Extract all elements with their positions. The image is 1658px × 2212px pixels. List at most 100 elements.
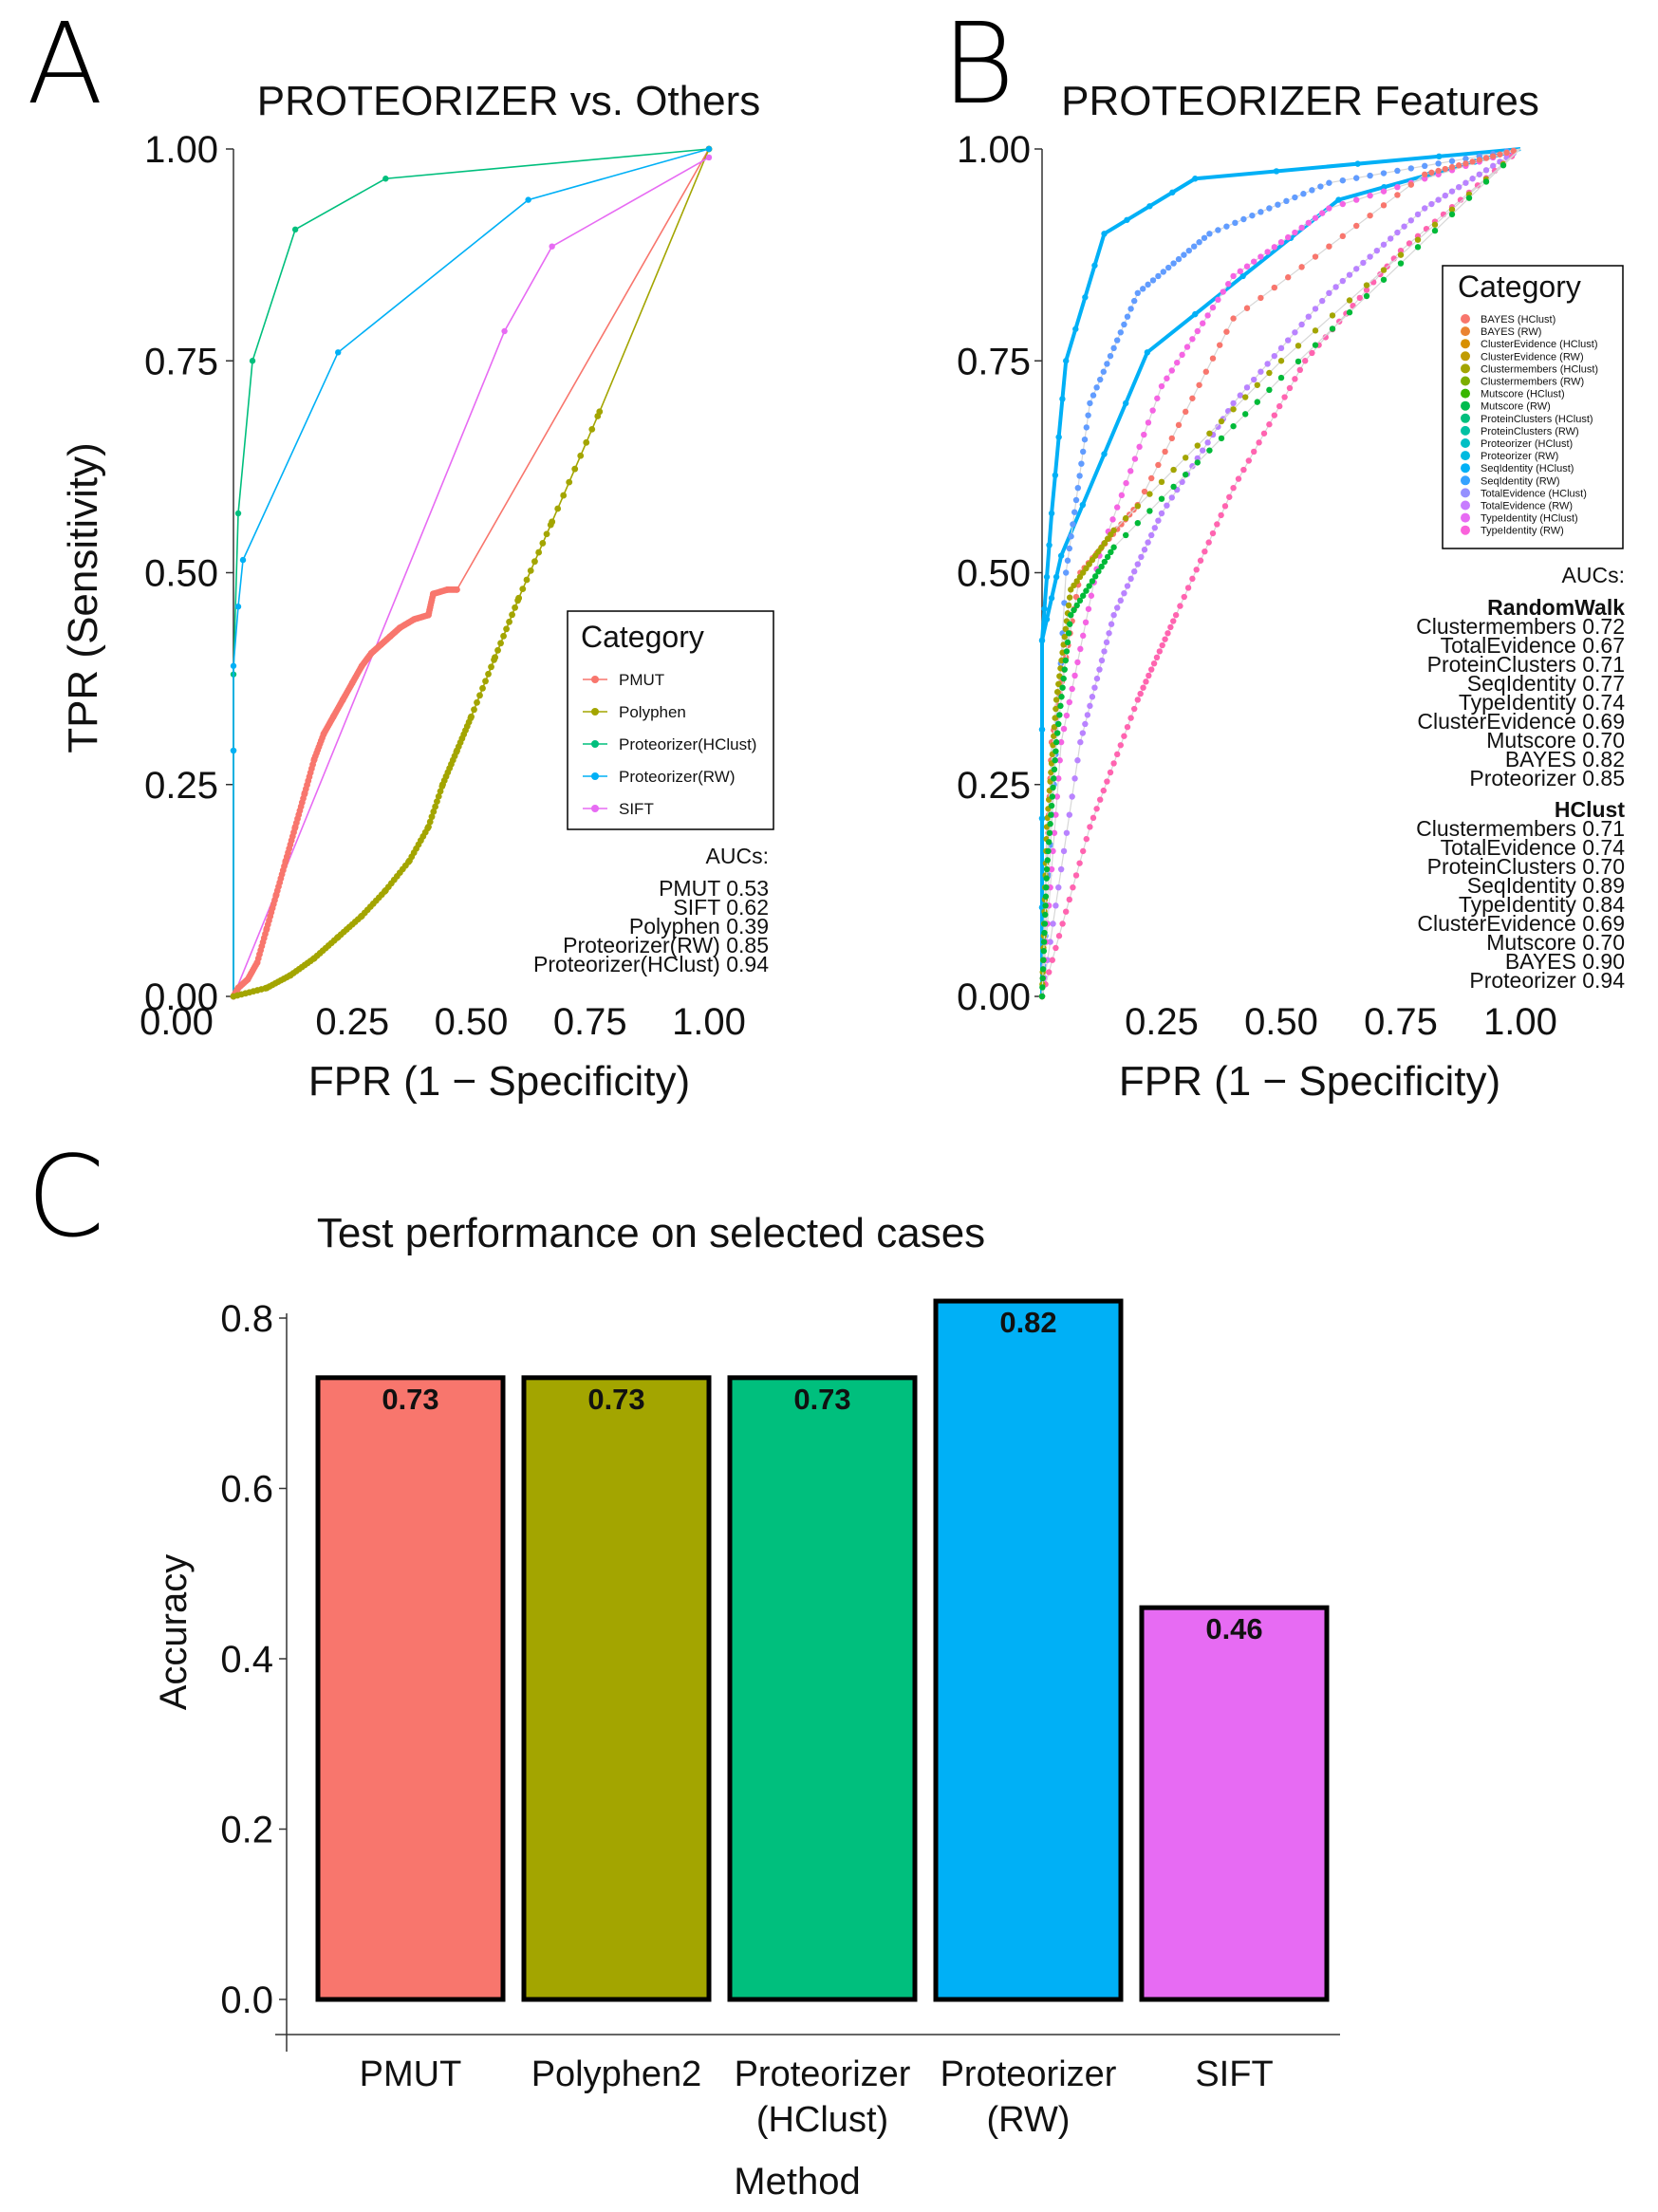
series-point bbox=[1273, 168, 1280, 175]
panel-c: C Test performance on selected cases Acc… bbox=[27, 1131, 1340, 2203]
series-point bbox=[1332, 284, 1339, 290]
series-point bbox=[1490, 162, 1497, 170]
series-point bbox=[1230, 315, 1237, 322]
series-point bbox=[1098, 544, 1105, 550]
series-point bbox=[1071, 775, 1078, 782]
panel-b-legend-items: BAYES (HClust)BAYES (RW)ClusterEvidence … bbox=[1461, 314, 1598, 537]
series-point bbox=[1202, 368, 1210, 375]
series-point bbox=[509, 611, 515, 619]
series-point bbox=[1149, 407, 1156, 414]
auc-line: Proteorizer(RW) 0.85 bbox=[563, 933, 769, 957]
series-point bbox=[1097, 796, 1104, 803]
series-point bbox=[1055, 720, 1062, 728]
series-point bbox=[1050, 920, 1056, 927]
legend-label: SeqIdentity (HClust) bbox=[1481, 463, 1574, 474]
series-point bbox=[1448, 188, 1456, 195]
series-point bbox=[476, 692, 483, 699]
series-point bbox=[1407, 165, 1415, 172]
series-point bbox=[1070, 521, 1076, 528]
y-tick-label: 1.00 bbox=[144, 129, 218, 171]
panel-b-x-ticks: 0.25 0.50 0.75 1.00 bbox=[1125, 1001, 1557, 1043]
y-tick-label: 0.50 bbox=[144, 553, 218, 595]
series-point bbox=[1168, 367, 1176, 374]
bar-value-label: 0.46 bbox=[1205, 1612, 1262, 1645]
series-point bbox=[1134, 697, 1142, 703]
series-point bbox=[1232, 219, 1239, 227]
series-point bbox=[1136, 443, 1143, 451]
series-point bbox=[1183, 471, 1189, 478]
series-point bbox=[1326, 289, 1332, 297]
series-point bbox=[1050, 784, 1056, 791]
series-point bbox=[1497, 151, 1503, 158]
series-point bbox=[549, 243, 555, 250]
series-point bbox=[1145, 281, 1151, 288]
series-point bbox=[1053, 705, 1059, 713]
series-point bbox=[1127, 468, 1134, 474]
series-point bbox=[1193, 567, 1200, 573]
series-point bbox=[1101, 540, 1108, 547]
series-point bbox=[1091, 684, 1098, 691]
series-point bbox=[1048, 510, 1055, 517]
auc-line: SeqIdentity 0.77 bbox=[1467, 671, 1625, 696]
series-point bbox=[1085, 605, 1092, 612]
panel-b-letter: B bbox=[941, 0, 1015, 129]
panel-a: A PROTEORIZER vs. Others TPR (Sensitivit… bbox=[27, 0, 774, 1105]
panel-b-legend-title: Category bbox=[1458, 270, 1581, 304]
series-point bbox=[1104, 361, 1110, 367]
series-point bbox=[527, 567, 534, 574]
series-point bbox=[1302, 358, 1309, 364]
series-point bbox=[1380, 202, 1388, 209]
series-point bbox=[1271, 412, 1278, 418]
y-tick-label: 0.00 bbox=[144, 976, 218, 1018]
series-line-sift bbox=[233, 157, 710, 997]
y-tick-label: 0.00 bbox=[957, 976, 1031, 1018]
series-point bbox=[1189, 336, 1196, 343]
y-tick-label: 0.6 bbox=[220, 1469, 273, 1511]
series-point bbox=[523, 576, 531, 584]
legend-key bbox=[1461, 351, 1470, 362]
series-point bbox=[1042, 893, 1050, 900]
series-point bbox=[1117, 329, 1125, 336]
series-point bbox=[1042, 911, 1049, 919]
series-point bbox=[1397, 247, 1405, 254]
legend-key bbox=[1461, 425, 1470, 436]
series-point bbox=[1281, 394, 1288, 400]
legend-label: ProteinClusters (RW) bbox=[1481, 426, 1579, 437]
series-point bbox=[1200, 447, 1206, 454]
panel-c-bars: 0.73 0.73 0.73 0.82 0.46 bbox=[315, 1298, 1330, 2002]
series-point bbox=[1140, 684, 1146, 691]
panel-a-x-ticks: 0.00 0.25 0.50 0.75 1.00 bbox=[140, 1001, 746, 1043]
series-point bbox=[1060, 725, 1068, 733]
series-point bbox=[1285, 337, 1292, 344]
legend-key bbox=[1461, 475, 1470, 486]
series-point bbox=[1177, 603, 1183, 609]
series-point bbox=[1251, 376, 1257, 383]
series-point bbox=[1168, 435, 1176, 442]
series-point bbox=[1101, 451, 1108, 457]
series-point bbox=[1435, 160, 1442, 167]
series-point bbox=[1266, 205, 1273, 212]
panel-b-y-ticks: 0.00 0.25 0.50 0.75 1.00 bbox=[957, 129, 1042, 1018]
series-point bbox=[1064, 639, 1071, 646]
bar-value-label: 0.82 bbox=[999, 1306, 1056, 1339]
series-point bbox=[1322, 334, 1330, 341]
series-point bbox=[1277, 344, 1285, 352]
series-point bbox=[1205, 539, 1212, 546]
series-point bbox=[1159, 641, 1165, 649]
series-point bbox=[1071, 606, 1077, 614]
panel-a-y-axis-title: TPR (Sensitivity) bbox=[60, 442, 106, 753]
series-point bbox=[1145, 419, 1152, 426]
legend-label: ProteinClusters (HClust) bbox=[1481, 414, 1593, 425]
series-point bbox=[1305, 219, 1313, 227]
auc-group-heading: RandomWalk bbox=[1487, 595, 1625, 620]
series-point bbox=[1373, 247, 1381, 254]
series-point bbox=[1249, 212, 1256, 219]
legend-label: Proteorizer (RW) bbox=[1481, 451, 1558, 462]
series-point bbox=[1206, 231, 1213, 237]
auc-line: TypeIdentity 0.84 bbox=[1459, 892, 1625, 917]
series-point bbox=[1066, 698, 1073, 706]
series-point bbox=[1053, 573, 1060, 581]
series-point bbox=[1059, 396, 1066, 402]
series-point bbox=[1107, 352, 1114, 360]
series-point bbox=[1080, 632, 1087, 640]
